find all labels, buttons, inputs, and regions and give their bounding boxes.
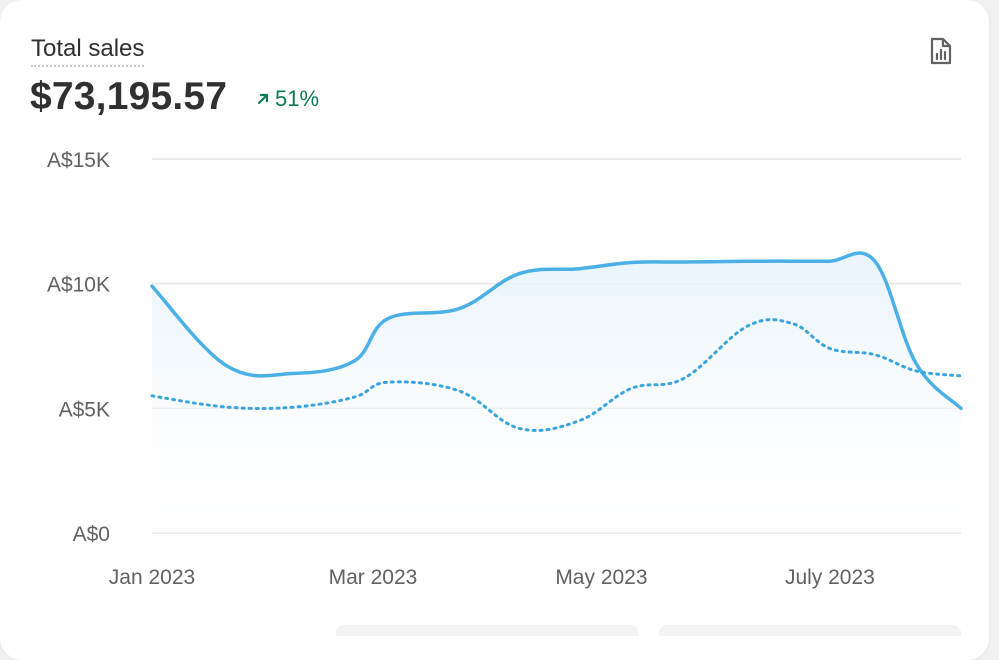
y-axis: A$15K A$10K A$5K A$0	[47, 149, 110, 546]
y-tick-label: A$10K	[47, 274, 110, 297]
sales-line-chart: A$15K A$10K A$5K A$0 Jan 2023 Mar 2023 May 20…	[0, 0, 999, 636]
y-tick-label: A$0	[73, 523, 110, 546]
bottom-tab-1[interactable]	[336, 625, 638, 636]
sales-area-fill	[152, 253, 961, 533]
bottom-tab-2[interactable]	[659, 625, 961, 636]
y-tick-label: A$5K	[59, 398, 110, 421]
x-tick-label: Mar 2023	[329, 566, 418, 589]
y-tick-label: A$15K	[47, 149, 110, 172]
x-tick-label: May 2023	[555, 566, 647, 589]
x-tick-label: Jan 2023	[109, 566, 195, 589]
x-axis: Jan 2023 Mar 2023 May 2023 July 2023	[109, 566, 875, 589]
series-lines	[152, 253, 961, 533]
x-tick-label: July 2023	[785, 566, 875, 589]
